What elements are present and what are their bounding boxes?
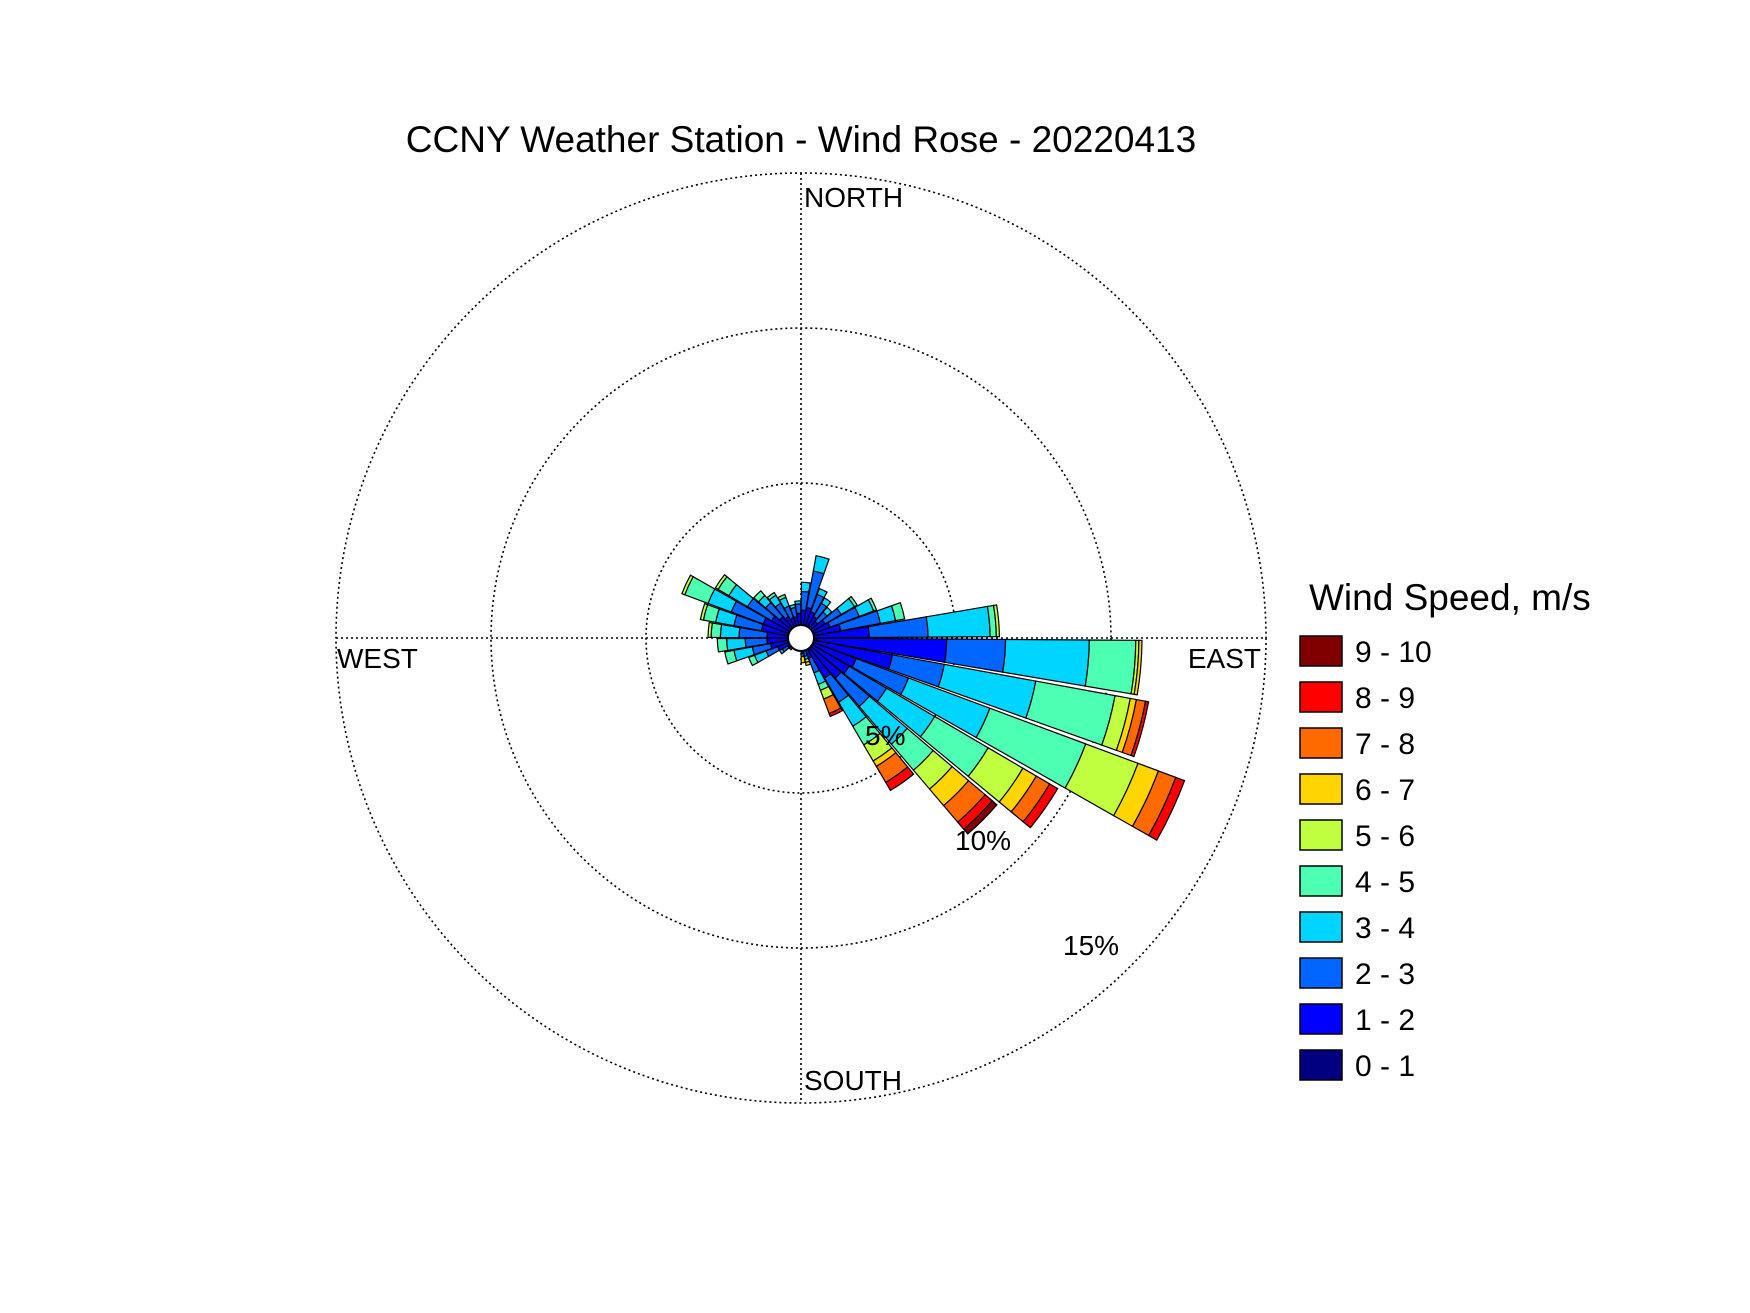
ring-label-10: 10% <box>955 825 1011 856</box>
legend-swatch <box>1299 773 1343 805</box>
sector-265-bin-4-5 <box>716 637 729 653</box>
sector-85-bin-5-6 <box>992 604 1000 638</box>
legend-label: 5 - 6 <box>1355 820 1415 853</box>
sector-345-bin-3-4 <box>788 603 797 610</box>
sector-65-bin-4-5 <box>867 597 878 612</box>
legend-label: 2 - 3 <box>1355 958 1415 991</box>
sector-285-bin-5-6 <box>699 602 709 621</box>
legend-swatch <box>1299 865 1343 897</box>
direction-label-west: WEST <box>337 643 418 674</box>
sector-255-bin-4-5 <box>724 649 738 665</box>
sector-245-bin-4-5 <box>747 654 759 667</box>
calm-center-circle <box>787 624 815 652</box>
legend-label: 0 - 1 <box>1355 1050 1415 1083</box>
sector-95-bin-4-5 <box>1084 639 1137 695</box>
sector-15-bin-3-4 <box>812 554 830 575</box>
sector-35-bin-3-4 <box>820 597 832 608</box>
legend-swatch <box>1299 819 1343 851</box>
sector-95-bin-6-7 <box>1133 639 1143 696</box>
sector-315-bin-4-5 <box>752 589 766 603</box>
wind-sectors <box>681 554 1186 841</box>
sector-155-bin-8-9 <box>828 707 844 718</box>
legend: Wind Speed, m/s 9 - 10 8 - 9 7 - 8 6 - 7 5 -… <box>1299 577 1591 1083</box>
legend-swatch <box>1299 635 1343 667</box>
legend-swatch <box>1299 1003 1343 1035</box>
direction-label-north: NORTH <box>804 182 903 213</box>
sector-335-bin-4-5 <box>777 593 787 602</box>
legend-label: 8 - 9 <box>1355 682 1415 715</box>
legend-label: 3 - 4 <box>1355 912 1415 945</box>
sector-105-bin-8-9 <box>1130 700 1150 758</box>
legend-swatch <box>1299 681 1343 713</box>
sector-355-bin-3-4 <box>794 600 802 606</box>
sector-5-bin-3-4 <box>800 581 811 593</box>
sector-355-bin-2-3 <box>794 603 802 615</box>
chart-title: CCNY Weather Station - Wind Rose - 20220… <box>406 119 1196 160</box>
sector-135-bin-9-10 <box>962 799 998 835</box>
legend-label: 6 - 7 <box>1355 774 1415 807</box>
grid-ring-5 <box>645 482 957 794</box>
sector-295-bin-5-6 <box>681 574 695 596</box>
legend-swatch <box>1299 911 1343 943</box>
legend-label: 1 - 2 <box>1355 1004 1415 1037</box>
sector-165-bin-6-7 <box>804 660 812 667</box>
sector-75-bin-4-5 <box>890 601 906 622</box>
grid-ring-15 <box>335 172 1267 1104</box>
legend-swatch <box>1299 957 1343 989</box>
ring-label-5: 5% <box>865 720 905 751</box>
sector-275-bin-4-5 <box>710 622 723 639</box>
legend-items: 9 - 10 8 - 9 7 - 8 6 - 7 5 - 6 4 - 5 3 - 4 2 - … <box>1299 635 1432 1083</box>
legend-swatch <box>1299 1049 1343 1081</box>
legend-label: 4 - 5 <box>1355 866 1415 899</box>
sector-275-bin-5-6 <box>707 621 714 638</box>
direction-label-south: SOUTH <box>804 1065 902 1096</box>
sector-25-bin-3-4 <box>816 587 828 599</box>
sector-175-bin-6-7 <box>800 655 806 664</box>
sector-125-bin-8-9 <box>1022 783 1059 829</box>
ring-label-15: 15% <box>1063 930 1119 961</box>
legend-label: 9 - 10 <box>1355 636 1432 669</box>
legend-label: 7 - 8 <box>1355 728 1415 761</box>
sector-55-bin-4-5 <box>847 595 858 608</box>
legend-swatch <box>1299 727 1343 759</box>
grid-ring-10 <box>490 327 1112 949</box>
sector-145-bin-8-9 <box>884 766 915 792</box>
sector-115-bin-8-9 <box>1147 776 1186 841</box>
direction-label-east: EAST <box>1188 643 1261 674</box>
legend-title: Wind Speed, m/s <box>1309 577 1591 618</box>
sector-305-bin-5-6 <box>714 573 728 591</box>
sector-325-bin-4-5 <box>766 591 777 601</box>
